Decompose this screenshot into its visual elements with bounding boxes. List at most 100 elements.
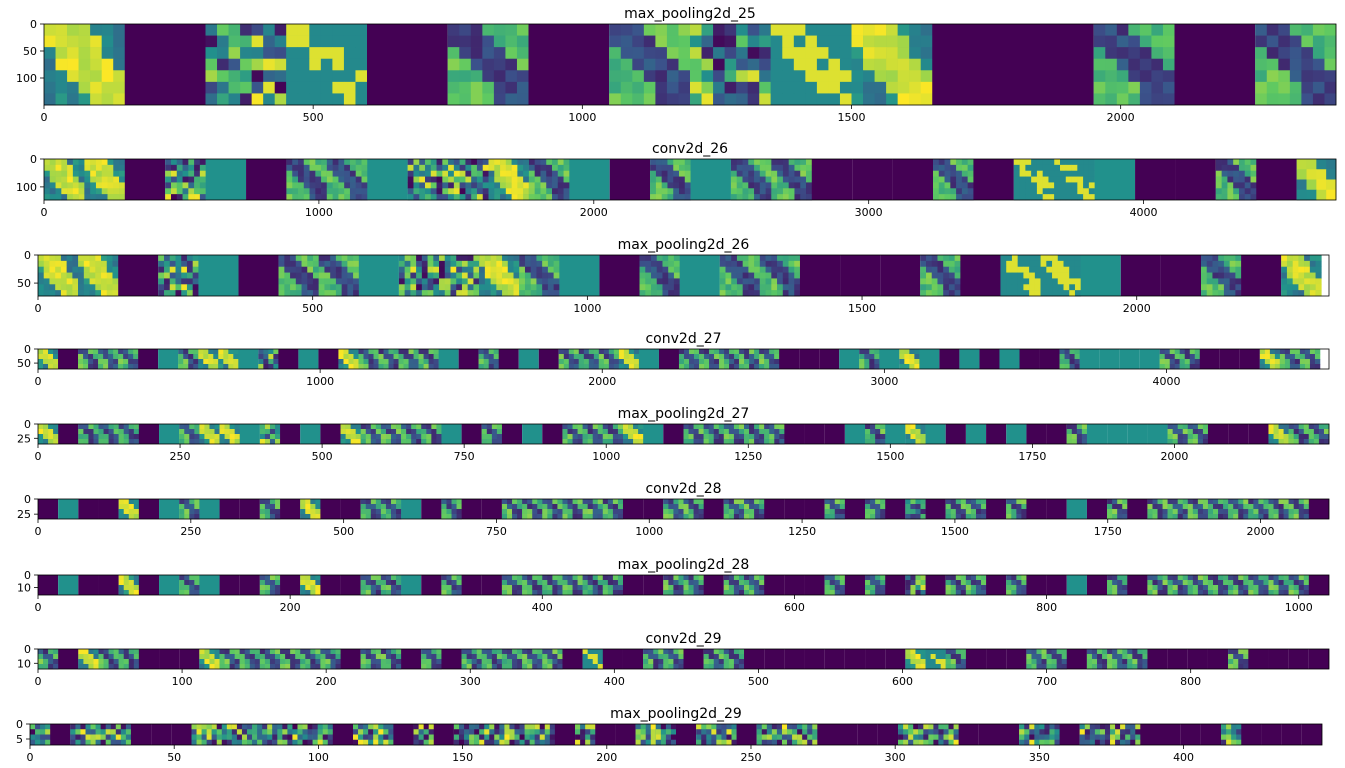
x-tick-label: 500 bbox=[303, 111, 324, 124]
feature-tile bbox=[602, 649, 623, 669]
feature-tile bbox=[598, 349, 620, 370]
feature-tile bbox=[1261, 724, 1282, 745]
feature-tile bbox=[373, 724, 394, 746]
x-tick-label: 2000 bbox=[1123, 302, 1151, 315]
feature-tile bbox=[518, 349, 539, 369]
feature-tile bbox=[367, 24, 448, 105]
feature-tile bbox=[771, 159, 813, 201]
feature-tile bbox=[501, 424, 523, 444]
feature-tile bbox=[986, 649, 1007, 669]
feature-tile bbox=[1013, 159, 1055, 201]
feature-tile bbox=[622, 499, 644, 519]
feature-tile bbox=[501, 575, 523, 596]
feature-tile bbox=[1127, 649, 1148, 670]
feature-tile bbox=[252, 724, 273, 746]
y-tick-label: 25 bbox=[17, 508, 31, 521]
feature-tile bbox=[58, 499, 79, 519]
feature-tile bbox=[1219, 349, 1240, 369]
feature-tile bbox=[562, 499, 583, 520]
x-tick-label: 600 bbox=[784, 601, 805, 614]
feature-tile bbox=[522, 499, 543, 520]
feature-tile bbox=[481, 499, 502, 519]
x-tick-label: 400 bbox=[604, 675, 625, 688]
feature-tile bbox=[1039, 724, 1060, 746]
feature-tile bbox=[199, 575, 220, 595]
feature-tile bbox=[138, 424, 160, 444]
x-tick-label: 750 bbox=[486, 525, 507, 538]
x-tick-label: 200 bbox=[596, 751, 617, 764]
feature-tile bbox=[1248, 649, 1269, 669]
feature-tile bbox=[699, 349, 720, 370]
feature-tile bbox=[683, 499, 704, 520]
feature-tile bbox=[461, 649, 483, 670]
feature-tile bbox=[474, 724, 495, 746]
feature-tile bbox=[1187, 649, 1208, 669]
feature-tile bbox=[1281, 724, 1302, 745]
feature-tile bbox=[1006, 499, 1027, 520]
feature-tile bbox=[1187, 499, 1209, 520]
feature-tile bbox=[340, 575, 361, 595]
feature-tile bbox=[965, 424, 987, 444]
feature-tile bbox=[340, 499, 361, 519]
feature-tile bbox=[1046, 424, 1067, 444]
x-tick-label: 2000 bbox=[588, 375, 616, 388]
feature-tile bbox=[118, 424, 140, 445]
feature-tile bbox=[945, 424, 966, 444]
x-tick-label: 1500 bbox=[838, 111, 866, 124]
feature-tile bbox=[690, 159, 731, 200]
feature-tile bbox=[1079, 349, 1100, 369]
feature-tile bbox=[138, 349, 159, 369]
feature-tile bbox=[1301, 724, 1322, 745]
feature-tile bbox=[744, 575, 765, 596]
feature-tile bbox=[159, 499, 180, 519]
x-tick-label: 2000 bbox=[1107, 111, 1135, 124]
feature-tile bbox=[159, 424, 180, 444]
feature-tile bbox=[38, 349, 59, 370]
feature-tile bbox=[438, 349, 459, 369]
feature-tile bbox=[784, 424, 805, 444]
feature-tile bbox=[986, 575, 1007, 595]
axes-frame bbox=[43, 23, 1337, 106]
feature-tile bbox=[1107, 649, 1128, 670]
x-tick-label: 0 bbox=[35, 302, 42, 315]
feature-tile bbox=[231, 724, 253, 746]
feature-tile bbox=[703, 424, 725, 445]
feature-tile bbox=[839, 349, 860, 369]
x-tick-label: 1750 bbox=[1094, 525, 1122, 538]
feature-tile bbox=[1207, 575, 1229, 596]
feature-tile bbox=[138, 575, 160, 595]
x-tick-label: 1250 bbox=[788, 525, 816, 538]
feature-tile bbox=[84, 159, 126, 201]
feature-tile bbox=[663, 649, 684, 670]
subplot-max_pooling2d_27: max_pooling2d_270 250 500 750 1000 1250 1500 17… bbox=[17, 406, 1330, 463]
feature-tile bbox=[639, 255, 680, 297]
feature-tile bbox=[1296, 159, 1337, 201]
feature-tile bbox=[340, 424, 362, 445]
feature-tile bbox=[730, 159, 772, 201]
x-tick-label: 0 bbox=[35, 601, 42, 614]
axes-frame bbox=[37, 498, 1330, 520]
feature-tile bbox=[320, 649, 341, 670]
feature-tile bbox=[797, 724, 818, 746]
feature-tile bbox=[918, 724, 939, 746]
feature-tile bbox=[110, 724, 132, 746]
feature-tile bbox=[118, 499, 140, 520]
feature-tile bbox=[58, 424, 79, 444]
feature-tile bbox=[300, 575, 321, 596]
feature-tile bbox=[837, 724, 858, 745]
feature-tile bbox=[683, 575, 704, 596]
feature-tile bbox=[360, 424, 382, 445]
feature-tile bbox=[401, 499, 422, 519]
feature-tile bbox=[663, 424, 684, 444]
feature-tile bbox=[278, 349, 299, 369]
feature-tile bbox=[1127, 424, 1148, 444]
feature-tile bbox=[663, 575, 684, 596]
x-tick-label: 1500 bbox=[876, 450, 904, 463]
x-tick-label: 500 bbox=[333, 525, 354, 538]
feature-tile bbox=[218, 349, 239, 370]
subplot-title: conv2d_27 bbox=[645, 331, 721, 347]
feature-tile bbox=[582, 575, 604, 596]
feature-tile bbox=[784, 575, 805, 595]
feature-tile bbox=[118, 349, 139, 370]
feature-tile bbox=[1135, 159, 1176, 200]
